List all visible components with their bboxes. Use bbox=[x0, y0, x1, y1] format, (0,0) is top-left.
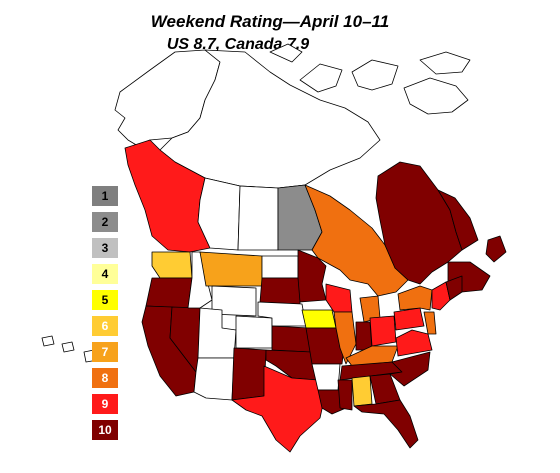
region-new-jersey bbox=[423, 311, 437, 335]
legend-swatch-10: 10 bbox=[92, 420, 118, 440]
region-wyoming bbox=[211, 285, 257, 317]
legend-swatch-8: 8 bbox=[92, 368, 118, 388]
region-alabama bbox=[351, 375, 373, 407]
legend-swatch-4: 4 bbox=[92, 264, 118, 284]
region-carolinas bbox=[389, 351, 431, 387]
legend-swatch-5: 5 bbox=[92, 290, 118, 310]
region-maine bbox=[445, 275, 463, 301]
region-arctic-islands-3 bbox=[403, 77, 469, 115]
region-arizona bbox=[193, 357, 235, 401]
region-new-york bbox=[397, 285, 433, 311]
region-newfoundland bbox=[485, 235, 507, 263]
region-labrador bbox=[437, 189, 479, 251]
map-title: Weekend Rating—April 10–11 bbox=[150, 12, 390, 31]
region-montana bbox=[199, 251, 263, 287]
region-saskatchewan bbox=[237, 185, 279, 251]
legend-swatch-1: 1 bbox=[92, 186, 118, 206]
region-arctic-islands bbox=[299, 63, 343, 93]
region-north-dakota bbox=[261, 255, 299, 279]
region-virginia bbox=[395, 329, 433, 357]
legend-swatch-3: 3 bbox=[92, 238, 118, 258]
region-quebec bbox=[375, 161, 463, 285]
region-south-dakota bbox=[259, 277, 301, 305]
region-arctic-islands-4 bbox=[269, 43, 303, 63]
region-colorado bbox=[235, 315, 273, 349]
region-kansas bbox=[271, 325, 311, 353]
region-indiana bbox=[355, 321, 373, 351]
region-oregon bbox=[145, 277, 193, 309]
region-arctic-islands-5 bbox=[419, 51, 471, 75]
region-utah bbox=[197, 307, 237, 359]
region-iowa bbox=[301, 309, 337, 329]
region-florida bbox=[353, 399, 419, 449]
legend-swatch-9: 9 bbox=[92, 394, 118, 414]
region-arctic-islands-2 bbox=[351, 59, 399, 91]
region-minnesota bbox=[297, 249, 327, 303]
region-new-england bbox=[431, 281, 451, 311]
legend-swatch-2: 2 bbox=[92, 212, 118, 232]
legend-swatch-7: 7 bbox=[92, 342, 118, 362]
region-hawaii bbox=[41, 335, 55, 347]
legend-swatch-6: 6 bbox=[92, 316, 118, 336]
region-mississippi bbox=[337, 379, 353, 411]
region-illinois bbox=[333, 311, 357, 365]
region-ohio bbox=[369, 315, 397, 347]
region-kentucky bbox=[345, 345, 399, 367]
region-washington bbox=[151, 251, 193, 279]
region-wisconsin bbox=[325, 283, 353, 313]
map-subtitle: US 8.7, Canada 7.9 bbox=[166, 36, 310, 53]
region-hawaii-2 bbox=[61, 341, 75, 353]
region-pennsylvania bbox=[393, 307, 425, 331]
region-new-mexico bbox=[231, 347, 267, 401]
